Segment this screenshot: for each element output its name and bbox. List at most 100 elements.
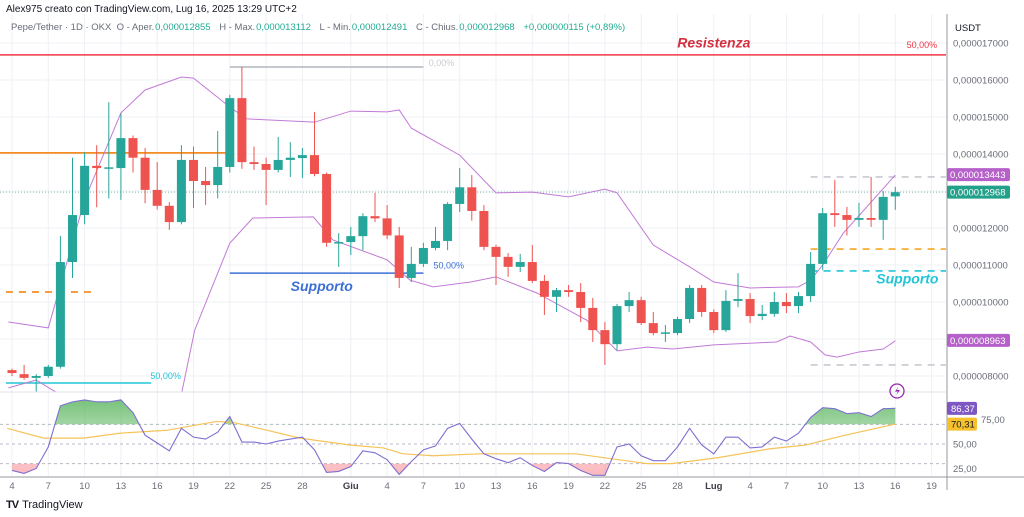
high-value: 0,000013112 [256,22,311,33]
candle-body [394,235,404,278]
time-tick-label: 16 [152,481,163,492]
price-tag [947,168,1010,182]
candle [237,67,247,169]
candle [189,146,198,209]
candle [370,192,380,223]
candle [7,368,17,376]
candle [491,244,501,285]
candle-body [116,138,126,169]
candle-body [539,280,549,297]
candle [68,157,77,278]
candle-body [443,203,453,241]
candle-body [491,246,501,257]
candle-body [322,173,332,243]
tradingview-logo-text: TradingView [22,499,83,511]
candle-body [273,159,283,170]
candle [358,213,368,251]
candle [201,166,211,206]
candle-body [19,374,29,378]
candle-body [261,163,271,170]
candle-body [55,262,65,367]
high-label: H - Max. [219,22,256,33]
candle-body [140,157,150,190]
candles [7,67,900,392]
candle-body [781,302,791,307]
tradingview-branding[interactable]: TV TradingView [6,499,83,511]
candle [128,135,138,173]
candle [164,202,174,230]
candle-body [878,196,888,220]
cyan-pct: 50,00% [150,371,181,381]
candle-body [588,307,598,331]
candle-body [297,155,307,159]
candle-body [128,138,138,158]
support-label-left: Supporto [291,278,354,294]
candle [382,205,392,240]
candle [878,191,888,240]
candle-body [7,370,17,374]
candle-body [612,306,622,345]
candle-body [213,166,223,186]
candle-body [503,256,513,267]
candle [55,236,65,369]
candle [322,172,332,247]
rsi-tick-label: 75,00 [981,415,1005,426]
candle-body [697,287,707,312]
candle [394,226,404,288]
candle [781,293,791,314]
candle-body [660,332,670,334]
candle-body [648,323,658,334]
tradingview-logo-icon: TV [6,499,19,511]
time-tick-label: 10 [454,481,465,492]
time-tick-label: 13 [854,481,865,492]
price-tag [947,333,1010,347]
candle [116,113,126,200]
lightning-alert-icon[interactable] [889,383,905,399]
support-label-right: Supporto [876,271,939,287]
time-tick-label: 4 [747,481,752,492]
symbol-name[interactable]: Pepe/Tether · 1D · OKX [11,22,112,33]
close-value: 0,000012968 [459,22,515,33]
time-tick-label: Lug [705,481,723,492]
candle [818,208,828,271]
time-tick-label: 28 [297,481,308,492]
candle-body [479,210,489,247]
candle [261,157,271,206]
candle-body [794,296,803,307]
rsi-pane [0,391,1024,478]
bollinger-lower-band [8,216,896,392]
candle [213,131,223,199]
candle-body [68,215,77,263]
rsi-tag-label: 70,31 [951,420,975,431]
time-tick-label: 13 [491,481,502,492]
candle [31,374,41,392]
candle [564,284,574,297]
candle-body [818,213,828,264]
price-tag-label: 0,000012968 [950,188,1005,199]
rsi-lines [7,399,896,476]
candle-body [600,330,610,345]
candle-body [43,366,53,376]
candle [769,292,779,317]
time-tick-label: 13 [116,481,127,492]
time-tick-label: 7 [421,481,426,492]
candle-body [866,218,876,220]
candle [19,364,29,380]
candle [43,364,53,378]
change-value: +0,000000115 (+0,89%) [523,22,626,33]
candle-body [564,290,574,293]
rsi-tag [947,417,977,431]
candle-body [455,187,465,204]
price-tag-label: 0,000008963 [950,336,1005,347]
candle [806,252,816,302]
candle [406,246,416,283]
candle [249,146,259,170]
time-axis[interactable]: 4 7 10 13 16 19 22 25 28 Giu 4 7 10 13 16 19 22 25 28 Lug 4 7… [9,481,937,492]
candle-body [418,247,428,264]
resistance-pct: 50,00% [907,40,938,50]
candle-body [552,290,561,297]
time-tick-label: 22 [600,481,611,492]
price-axis[interactable]: USDT 0,000017000 0,000016000 0,000015000 0,0… [946,14,1010,490]
candle-body [201,181,211,186]
